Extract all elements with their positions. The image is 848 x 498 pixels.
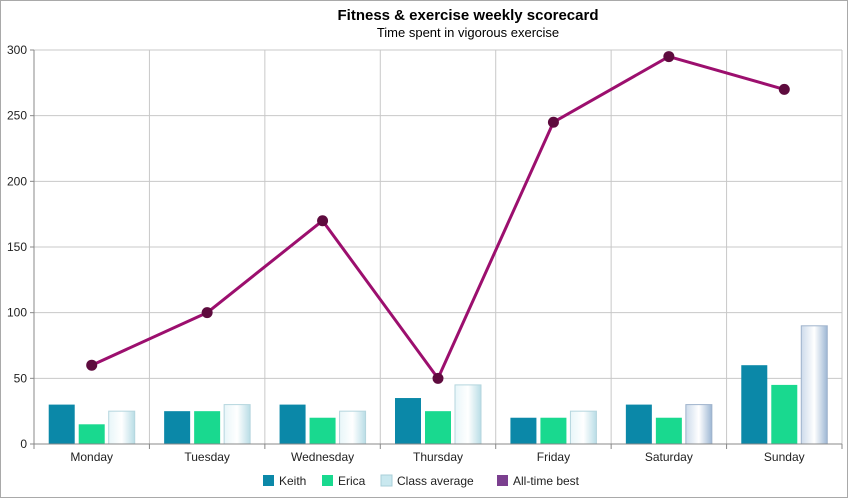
- bar-class-average: [685, 404, 713, 445]
- bar-keith: [279, 404, 306, 444]
- y-tick-label: 300: [7, 43, 27, 57]
- point-all-time-best: [663, 51, 675, 63]
- legend-label-class-average: Class average: [397, 474, 474, 488]
- legend-swatch-erica: [322, 475, 333, 486]
- point-all-time-best: [86, 359, 98, 371]
- bar-class-average: [108, 410, 136, 445]
- point-all-time-best: [432, 372, 444, 384]
- x-tick-label: Friday: [537, 450, 570, 464]
- legend-swatch-class-average: [380, 474, 393, 487]
- point-all-time-best: [317, 215, 329, 227]
- bar-keith: [510, 417, 537, 444]
- x-tick-label: Thursday: [413, 450, 463, 464]
- bar-keith: [164, 411, 191, 444]
- bar-erica: [78, 424, 105, 444]
- x-tick-label: Saturday: [645, 450, 693, 464]
- point-all-time-best: [201, 307, 213, 319]
- x-tick-label: Monday: [70, 450, 113, 464]
- point-all-time-best: [778, 83, 790, 95]
- y-tick-label: 0: [20, 437, 27, 451]
- bar-class-average: [339, 410, 367, 445]
- bar-class-average: [569, 410, 597, 445]
- legend-swatch-all-time-best: [497, 475, 508, 486]
- legend-label-all-time-best: All-time best: [513, 474, 580, 488]
- y-tick-label: 100: [7, 306, 27, 320]
- y-tick-label: 250: [7, 109, 27, 123]
- y-tick-label: 150: [7, 240, 27, 254]
- bar-keith: [395, 398, 421, 444]
- bar-erica: [540, 417, 567, 444]
- bar-class-average: [223, 404, 251, 445]
- chart-subtitle: Time spent in vigorous exercise: [377, 25, 559, 40]
- bar-erica: [771, 384, 798, 444]
- bar-class-average: [454, 384, 482, 445]
- legend-label-keith: Keith: [279, 474, 306, 488]
- x-tick-label: Wednesday: [291, 450, 354, 464]
- bar-erica: [194, 411, 221, 444]
- bar-keith: [48, 404, 75, 444]
- bar-erica: [425, 411, 451, 444]
- bar-keith: [741, 365, 768, 444]
- y-tick-label: 200: [7, 174, 27, 188]
- bar-erica: [309, 417, 336, 444]
- line-all-time-best: [91, 55, 785, 380]
- bar-keith: [625, 404, 652, 444]
- legend-swatch-keith: [263, 475, 274, 486]
- bar-class-average: [800, 325, 828, 445]
- legend-label-erica: Erica: [338, 474, 366, 488]
- x-tick-label: Sunday: [764, 450, 805, 464]
- chart-title: Fitness & exercise weekly scorecard: [338, 7, 599, 24]
- bar-erica: [655, 417, 682, 444]
- x-tick-label: Tuesday: [184, 450, 230, 464]
- point-all-time-best: [547, 116, 559, 128]
- y-tick-label: 50: [14, 371, 28, 385]
